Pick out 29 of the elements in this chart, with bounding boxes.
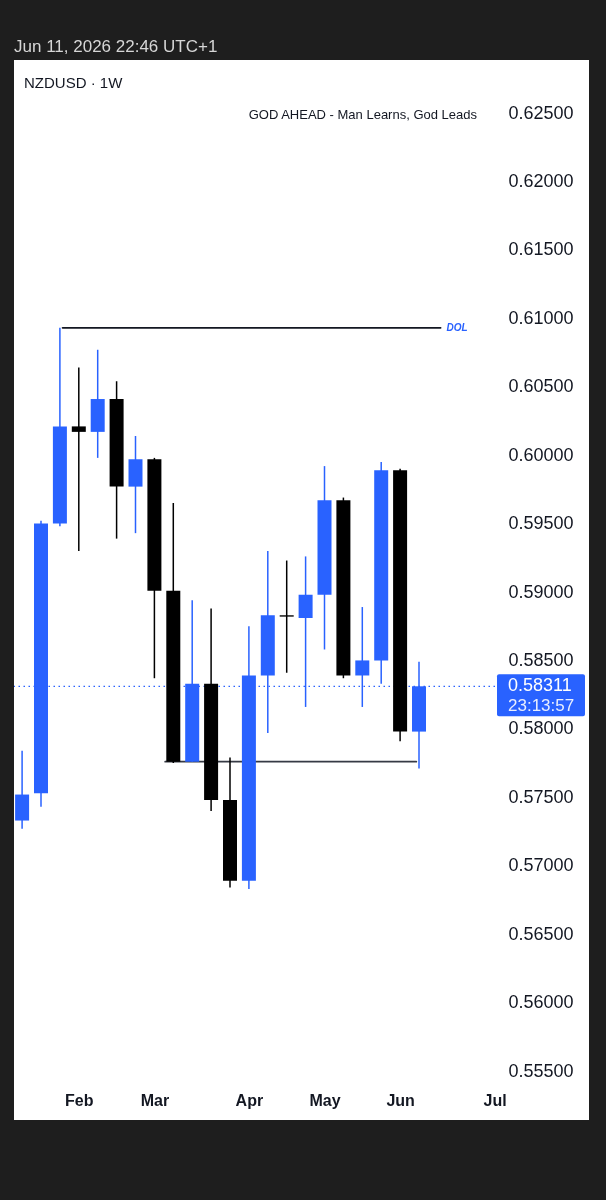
annotation: DOL	[446, 321, 468, 333]
y-tick-label: 0.56000	[508, 992, 574, 1013]
x-tick-label: Apr	[235, 1091, 264, 1109]
y-tick-label: 0.60000	[508, 444, 574, 465]
y-tick-label: 0.57000	[508, 855, 574, 876]
x-tick-label: Jun	[386, 1091, 415, 1109]
chart-title: NZDUSD · 1W	[24, 74, 124, 91]
annotation: GOD AHEAD - Man Learns, God Leads	[248, 107, 478, 122]
x-tick-label: Feb	[65, 1091, 94, 1109]
candlestick	[71, 366, 86, 552]
y-tick-label: 0.62000	[508, 170, 574, 191]
x-tick-label: May	[309, 1091, 341, 1109]
text: 23:13:57	[508, 696, 575, 716]
y-tick-label: 0.58000	[508, 718, 574, 739]
x-tick-label: Mar	[140, 1091, 170, 1109]
y-tick-label: 0.61000	[508, 307, 574, 328]
y-tick-label: 0.58500	[508, 649, 574, 670]
y-tick-label: 0.57500	[508, 786, 574, 807]
y-tick-label: 0.59500	[508, 513, 574, 534]
x-tick-label: Jul	[483, 1091, 507, 1109]
ref-line-label: 0.58311	[508, 675, 572, 696]
candlestick	[279, 559, 294, 674]
y-tick-label: 0.56500	[508, 923, 574, 944]
y-tick-label: 0.60500	[508, 376, 574, 397]
text: Jun 11, 2026 22:46 UTC+1	[14, 37, 218, 57]
y-tick-label: 0.59000	[508, 581, 574, 602]
y-tick-label: 0.55500	[508, 1060, 574, 1081]
y-tick-label: 0.61500	[508, 239, 574, 260]
y-tick-label: 0.62500	[508, 102, 574, 123]
